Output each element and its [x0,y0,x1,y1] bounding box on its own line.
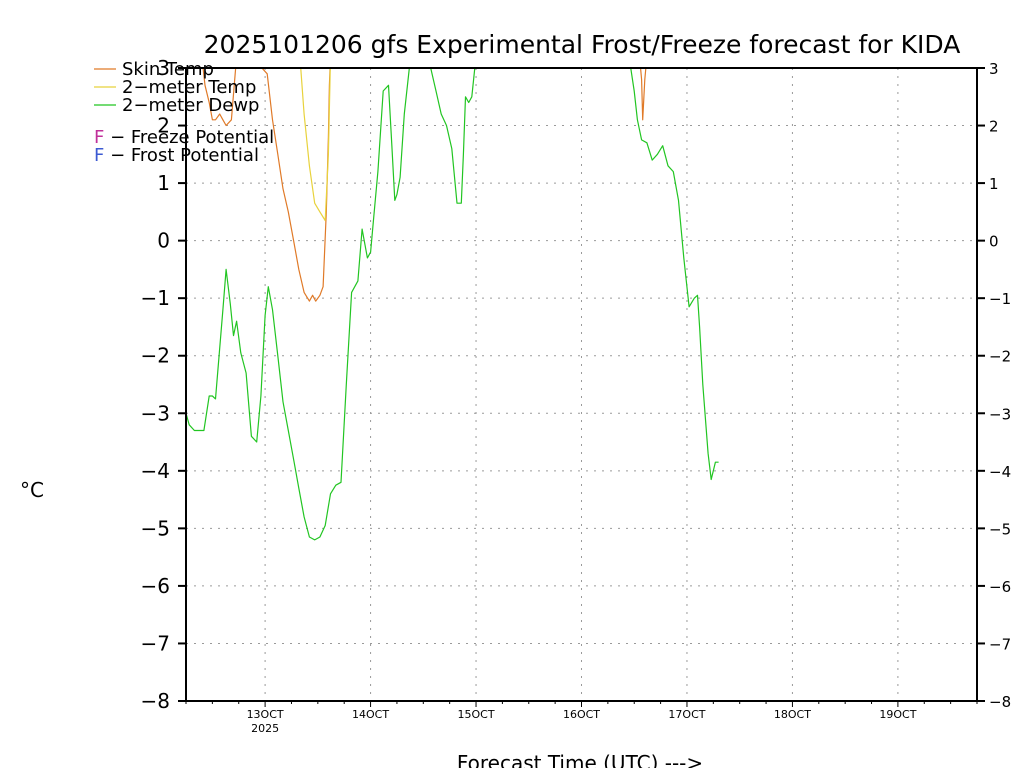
series-line-skin-temp [202,68,331,302]
y-tick-label-right: −7 [989,635,1011,653]
y-tick-label-left: −1 [141,286,170,310]
x-tick-label: 18OCT [774,708,811,721]
y-tick-label-right: −1 [989,290,1011,308]
y-tick-label-right: −5 [989,520,1011,538]
legend-text: − Freeze Potential [104,127,274,148]
legend-item: 2−meter Dewp [94,95,259,116]
x-tick-label: 13OCT [247,708,284,721]
legend-item: F − Freeze Potential [94,127,274,148]
legend-text: − Frost Potential [104,145,259,166]
legend-item: Skin Temp [94,59,214,80]
legend-label: Skin Temp [122,59,214,80]
y-tick-label-left: −8 [141,689,170,713]
x-tick-label: 16OCT [563,708,600,721]
y-tick-label-left: −3 [141,401,170,425]
chart-title: 2025101206 gfs Experimental Frost/Freeze… [204,30,961,59]
legend-label: 2−meter Dewp [122,95,259,116]
x-tick-sublabel: 2025 [251,722,279,735]
series-line-skin-temp-17oct [639,68,647,121]
y-axis-label: °C [20,478,44,502]
series-line-2-meter-temp [300,68,331,222]
y-tick-label-left: −2 [141,344,170,368]
y-tick-label-right: 2 [989,118,999,136]
y-tick-label-left: −5 [141,516,170,540]
x-tick-label: 14OCT [352,708,389,721]
legend-label: F − Frost Potential [94,145,259,166]
x-tick-label: 17OCT [668,708,705,721]
y-tick-label-right: 0 [989,233,999,251]
legend-symbol: F [94,145,104,166]
y-tick-label-right: 3 [989,60,999,78]
legend-label: 2−meter Temp [122,77,256,98]
y-tick-label-right: −4 [989,463,1011,481]
y-tick-label-left: 1 [157,171,170,195]
y-tick-label-left: −7 [141,631,170,655]
legend-label: F − Freeze Potential [94,127,274,148]
y-tick-label-left: 2 [157,114,170,138]
y-tick-label-left: 0 [157,229,170,253]
legend-item: 2−meter Temp [94,77,256,98]
legend-symbol: F [94,127,104,148]
legend-item: F − Frost Potential [94,145,259,166]
grid-lines [186,68,977,701]
x-tick-label: 15OCT [458,708,495,721]
y-tick-label-left: −4 [141,459,170,483]
y-tick-label-right: −3 [989,405,1011,423]
plot-frame [185,67,978,702]
y-tick-label-right: 1 [989,175,999,193]
axes: −8 −8 −7 −7 −6 −6 −5 −5 −4 −4 −3 −3 −2 −2 −1 −1 0 0 1 1 2 2 3 3… [141,56,1012,735]
x-axis-label: Forecast Time (UTC) ---> [457,751,703,768]
y-tick-label-right: −8 [989,693,1011,711]
x-tick-label: 19OCT [879,708,916,721]
series-line-2-meter-dewp [186,68,719,541]
series-lines [186,68,719,541]
y-tick-label-right: −6 [989,578,1011,596]
y-tick-label-left: 3 [157,56,170,80]
y-tick-label-left: −6 [141,574,170,598]
y-tick-label-right: −2 [989,348,1011,366]
